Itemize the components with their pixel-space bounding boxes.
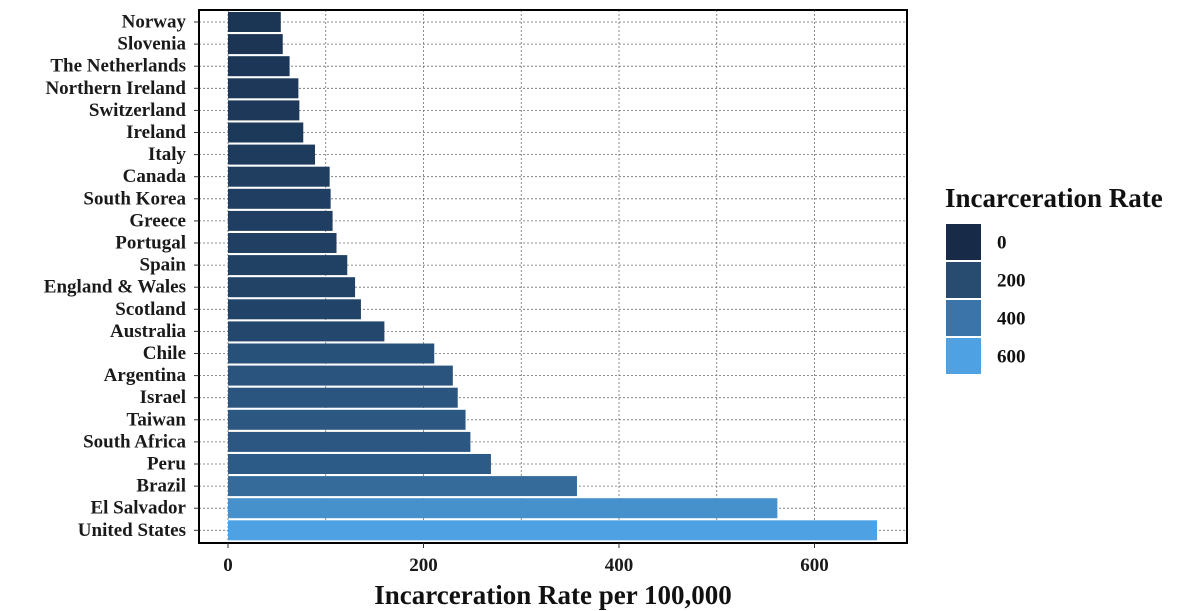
bar	[228, 431, 471, 452]
legend-label: 200	[997, 271, 1026, 292]
y-tick-label: Australia	[110, 321, 187, 342]
bar	[228, 321, 385, 342]
bar	[228, 100, 300, 121]
y-tick-label: Spain	[140, 255, 187, 276]
bar	[228, 409, 466, 430]
bar	[228, 12, 281, 32]
legend-label: 600	[997, 347, 1026, 368]
bar	[228, 78, 299, 99]
y-tick-label: England & Wales	[44, 277, 186, 298]
y-tick-label: Scotland	[115, 299, 186, 320]
bar	[228, 277, 356, 298]
plot-panel-border	[198, 9, 908, 544]
x-axis: 0 200 400 600	[223, 543, 829, 576]
legend-swatch	[946, 224, 981, 260]
bar	[228, 387, 458, 408]
y-tick-label: Northern Ireland	[45, 78, 186, 99]
bar	[228, 520, 878, 541]
y-tick-label: Israel	[140, 387, 186, 408]
x-tick-label: 600	[800, 555, 829, 576]
y-tick-label: Slovenia	[117, 34, 186, 55]
legend-swatch	[946, 338, 981, 374]
bars	[228, 12, 878, 541]
bar	[228, 454, 491, 474]
bar	[228, 498, 778, 519]
y-tick-label: South Africa	[83, 431, 186, 452]
bar	[228, 476, 577, 497]
x-tick-label: 400	[605, 555, 634, 576]
x-tick-label: 0	[223, 555, 233, 576]
bar	[228, 255, 348, 276]
y-tick-label: Switzerland	[89, 100, 187, 121]
x-tick-label: 200	[409, 555, 438, 576]
y-tick-label: Taiwan	[127, 409, 187, 430]
y-tick-label: Italy	[148, 144, 187, 165]
bar	[228, 365, 453, 386]
y-tick-label: Ireland	[126, 122, 186, 143]
bar	[228, 166, 330, 187]
bar	[228, 233, 337, 253]
bar	[228, 210, 333, 231]
legend-swatch	[946, 300, 981, 336]
bar	[228, 299, 361, 320]
y-tick-label: Brazil	[136, 476, 186, 497]
y-tick-label: El Salvador	[90, 498, 186, 519]
bar	[228, 122, 304, 143]
y-tick-label: Canada	[123, 166, 187, 187]
y-tick-label: Argentina	[104, 365, 187, 386]
y-tick-label: Portugal	[115, 233, 186, 254]
y-tick-label: Chile	[143, 343, 186, 364]
y-tick-label: United States	[78, 520, 186, 541]
bar	[228, 34, 283, 55]
bar	[228, 144, 315, 165]
y-tick-label: South Korea	[83, 188, 186, 209]
legend-title: Incarceration Rate	[945, 183, 1163, 213]
legend-label: 0	[997, 233, 1007, 254]
legend-swatch	[946, 262, 981, 298]
bar	[228, 343, 435, 364]
y-tick-label: Greece	[129, 210, 186, 231]
x-axis-title: Incarceration Rate per 100,000	[374, 580, 731, 610]
bar	[228, 188, 331, 209]
y-tick-label: Peru	[147, 454, 186, 475]
legend-label: 400	[997, 309, 1026, 330]
y-tick-label: The Netherlands	[50, 56, 186, 77]
legend: Incarceration Rate 0 200 400 600	[945, 183, 1163, 374]
bar	[228, 56, 290, 77]
y-tick-label: Norway	[122, 12, 187, 33]
